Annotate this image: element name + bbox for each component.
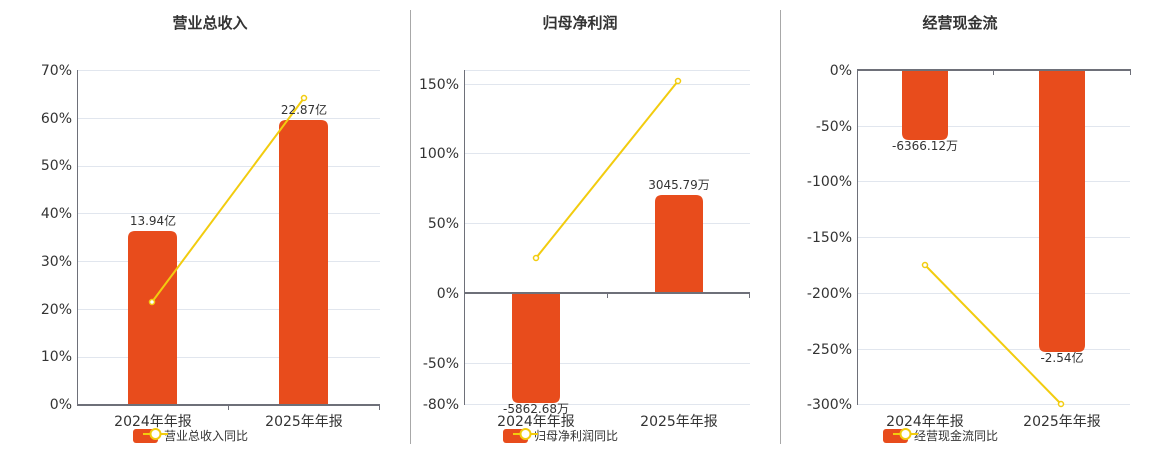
chart-panel-revenue: 营业总收入 70% 60% 50% 40% 30% 20% 10% 0% 13.… — [0, 0, 410, 450]
y-tick: 150% — [418, 77, 459, 93]
net-profit-chart-plot — [464, 70, 750, 405]
legend-line-icon[interactable] — [143, 427, 168, 441]
panel-divider-1 — [410, 10, 411, 444]
y-tick: -150% — [806, 230, 852, 246]
y-tick: 60% — [40, 111, 72, 127]
bar-data-label: 22.87亿 — [280, 103, 328, 117]
x-tick: 2025年年报 — [265, 414, 343, 430]
yoy-line — [151, 97, 305, 303]
legend: 归母净利润 同比 — [503, 427, 618, 444]
bar-data-label: 3045.79万 — [648, 178, 710, 192]
y-tick: 10% — [40, 349, 72, 365]
bar-2025 — [279, 120, 328, 405]
legend-line-label[interactable]: 同比 — [594, 429, 619, 443]
gridlines — [77, 70, 380, 358]
bar-2024 — [512, 293, 560, 403]
panel-divider-2 — [780, 10, 781, 444]
y-tick: 70% — [40, 63, 72, 79]
y-tick: -250% — [806, 342, 852, 358]
legend: 营业总收入 同比 — [133, 427, 248, 444]
y-tick: 50% — [40, 158, 72, 174]
x-tick: 2024年年报 — [114, 414, 192, 430]
y-tick: 100% — [418, 146, 459, 162]
yoy-point-2024 — [148, 298, 156, 306]
y-tick: 20% — [40, 302, 72, 318]
gridlines — [857, 126, 1130, 405]
yoy-point-2024 — [921, 261, 929, 269]
chart-panel-net-profit: 归母净利润 150% 100% 50% 0% -50% -80% -5862.6… — [418, 14, 750, 444]
bar-data-label: -6366.12万 — [892, 139, 958, 153]
y-tick: -80% — [422, 397, 459, 413]
y-tick: -200% — [806, 286, 852, 302]
bar-2024 — [902, 70, 948, 140]
y-tick: 40% — [40, 206, 72, 222]
bar-2025 — [1039, 70, 1085, 352]
legend-line-icon[interactable] — [513, 427, 538, 441]
legend-line-label[interactable]: 同比 — [974, 429, 999, 443]
y-tick: -50% — [815, 119, 852, 135]
yoy-point-2025 — [300, 94, 308, 102]
legend-bar-label[interactable]: 经营现金流 — [914, 429, 975, 443]
bar-data-label: 13.94亿 — [129, 214, 177, 228]
legend-line-icon[interactable] — [893, 427, 918, 441]
yoy-line — [924, 264, 1062, 405]
x-tick: 2024年年报 — [886, 414, 964, 430]
legend-bar-label[interactable]: 归母净利润 — [534, 429, 595, 443]
chart-title: 营业总收入 — [172, 14, 248, 32]
yoy-point-2024 — [532, 254, 540, 262]
yoy-point-2025 — [674, 77, 682, 85]
bar-2024 — [128, 231, 177, 405]
y-tick: -300% — [806, 397, 852, 413]
yoy-point-2025 — [1057, 400, 1065, 408]
y-tick: -100% — [806, 174, 852, 190]
x-tick: 2025年年报 — [1023, 414, 1101, 430]
y-tick: 0% — [436, 286, 459, 302]
chart-title: 归母净利润 — [542, 14, 618, 32]
x-tick: 2025年年报 — [640, 414, 718, 430]
bar-data-label: -5862.68万 — [503, 402, 569, 416]
y-tick: 0% — [49, 397, 72, 413]
y-tick: -50% — [422, 356, 459, 372]
revenue-chart-plot — [77, 70, 380, 410]
yoy-line — [535, 80, 679, 259]
legend: 经营现金流 同比 — [883, 427, 998, 444]
y-tick: 30% — [40, 254, 72, 270]
bar-2025 — [655, 195, 703, 293]
y-tick: 50% — [427, 216, 459, 232]
legend-bar-label[interactable]: 营业总收入 — [164, 429, 225, 443]
x-tick: 2024年年报 — [497, 414, 575, 430]
y-tick: 0% — [829, 63, 852, 79]
legend-line-label[interactable]: 同比 — [224, 429, 249, 443]
chart-title: 经营现金流 — [922, 14, 998, 32]
bar-data-label: -2.54亿 — [1040, 351, 1084, 365]
